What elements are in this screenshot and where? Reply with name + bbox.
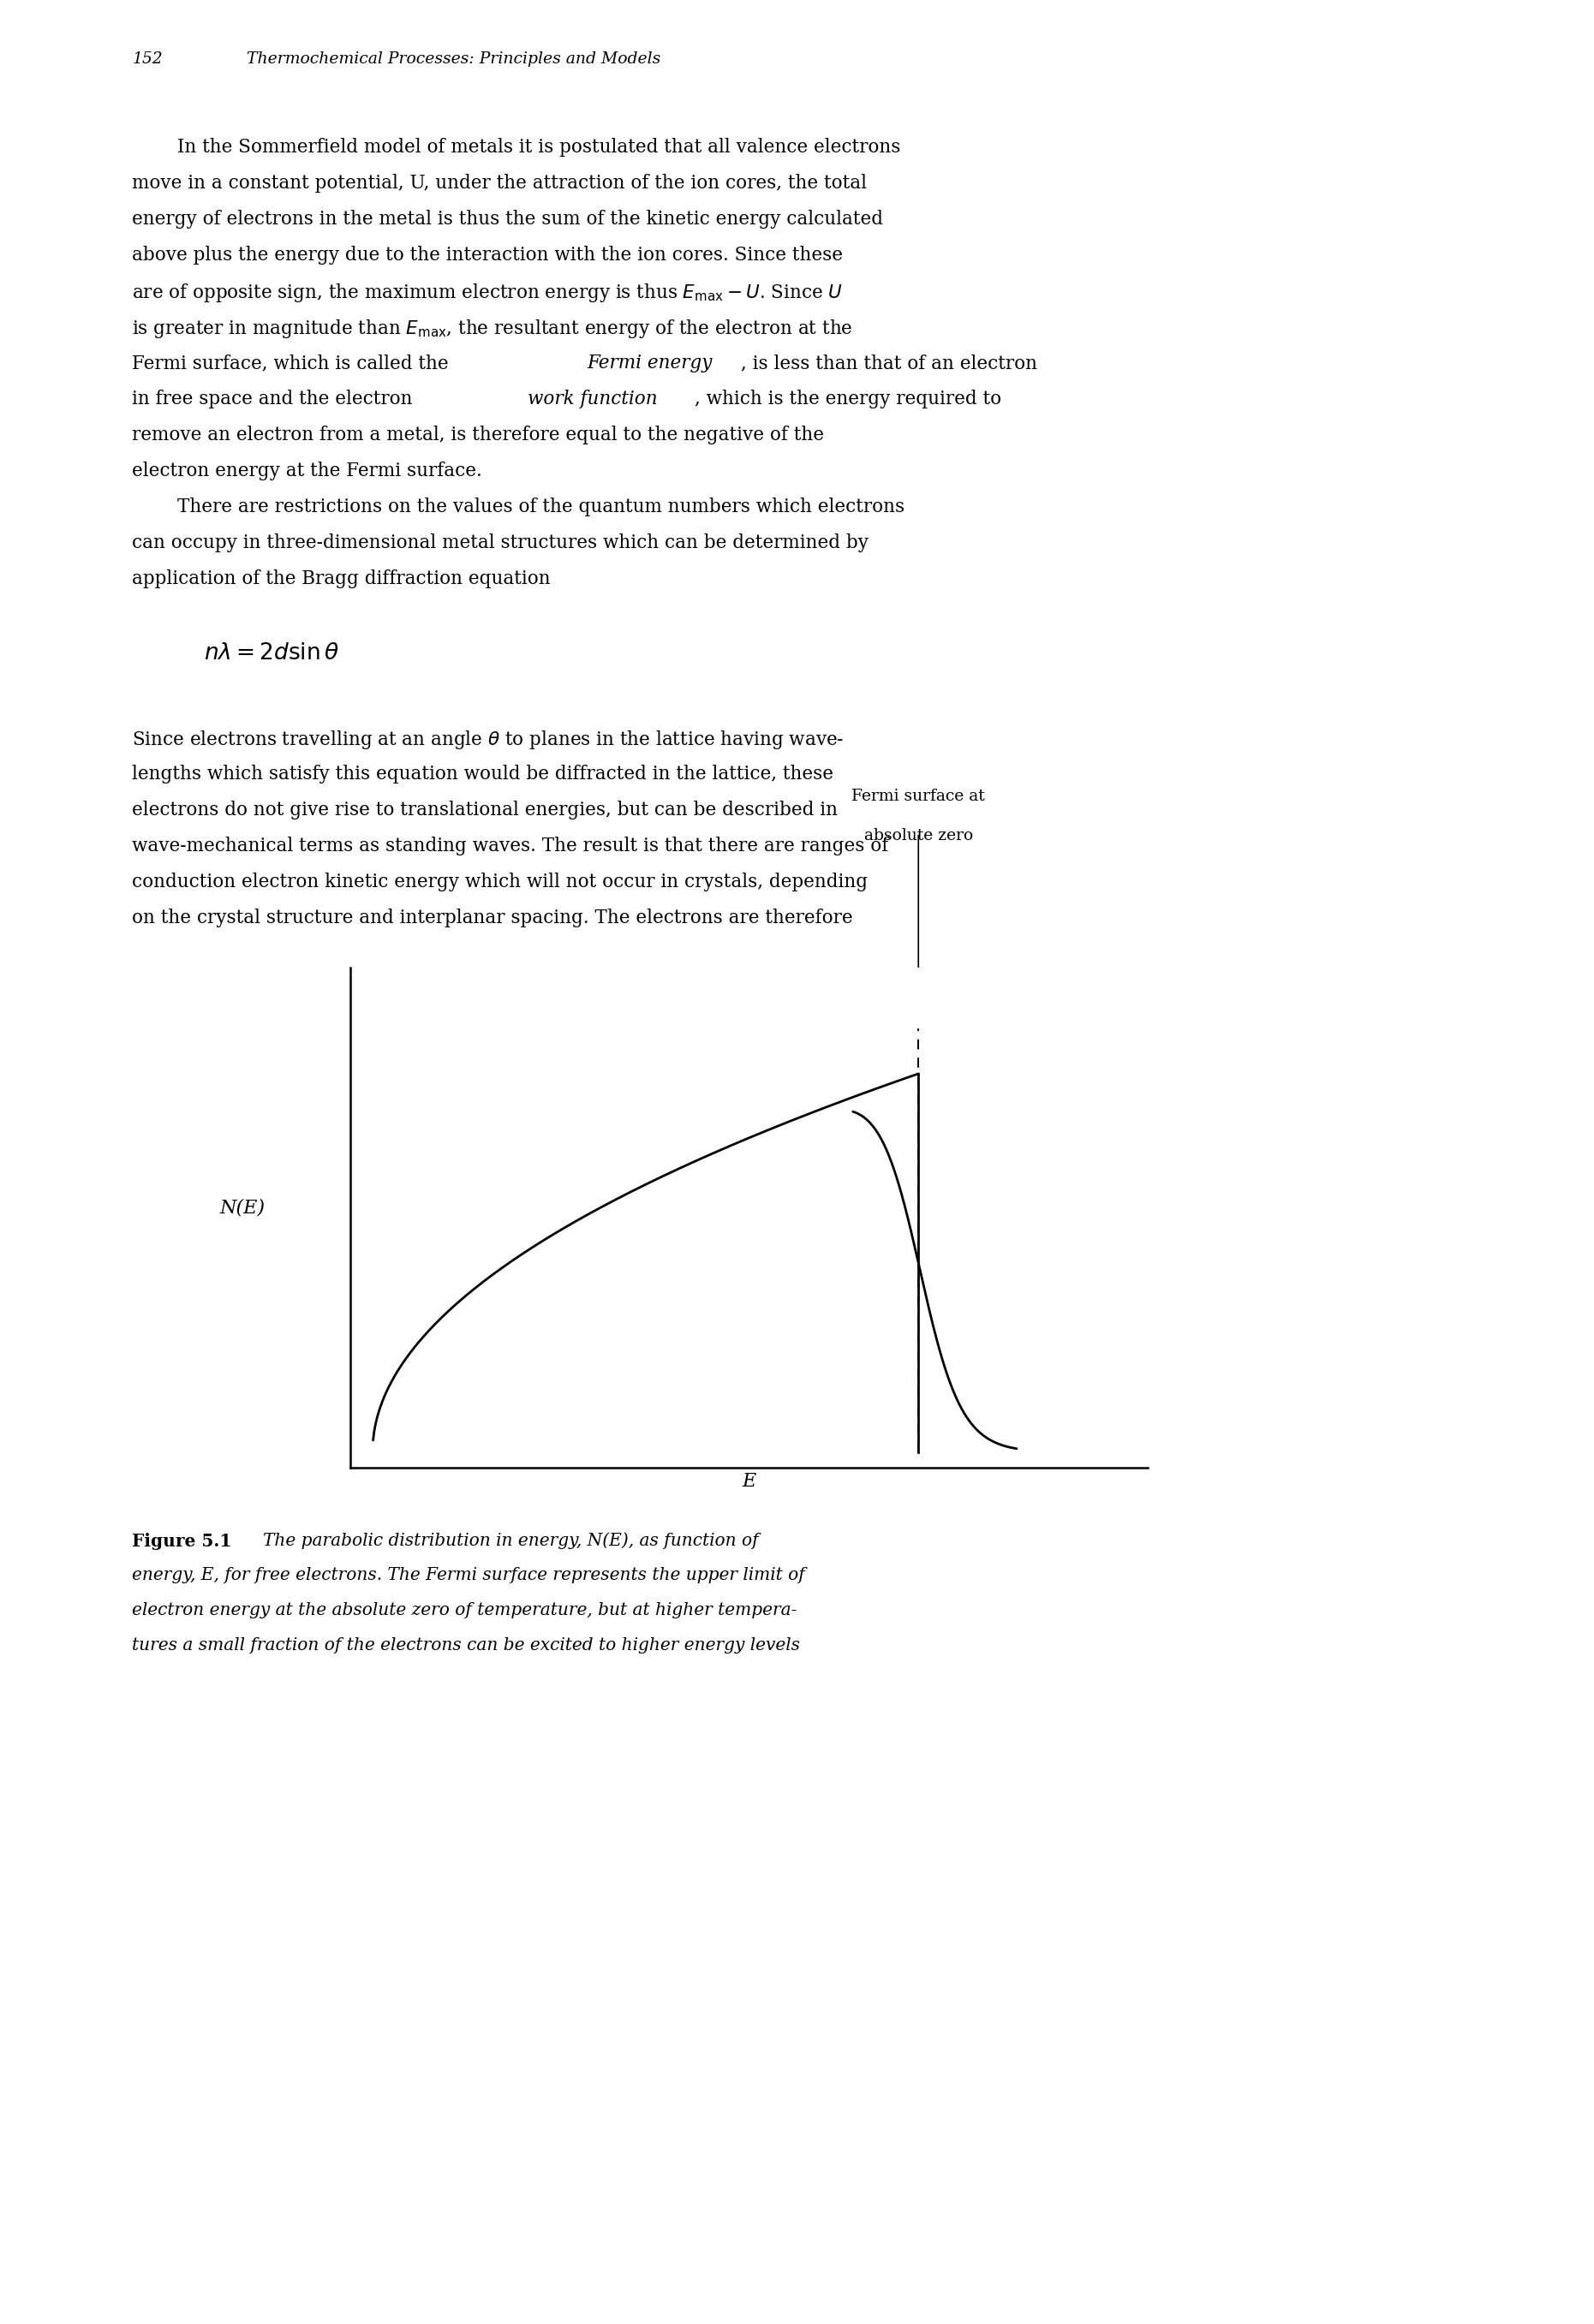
Text: work function: work function xyxy=(528,390,657,409)
Text: move in a constant potential, U, under the attraction of the ion cores, the tota: move in a constant potential, U, under t… xyxy=(132,174,867,193)
Text: at T > zero: at T > zero xyxy=(1004,1315,1095,1332)
Text: Fermi surface, which is called the: Fermi surface, which is called the xyxy=(132,353,454,372)
Text: in free space and the electron: in free space and the electron xyxy=(132,390,419,409)
Text: , is less than that of an electron: , is less than that of an electron xyxy=(741,353,1038,372)
Text: energy of electrons in the metal is thus the sum of the kinetic energy calculate: energy of electrons in the metal is thus… xyxy=(132,209,883,228)
Text: on the crystal structure and interplanar spacing. The electrons are therefore: on the crystal structure and interplanar… xyxy=(132,909,853,927)
Text: $n\lambda = 2d\sin\theta$: $n\lambda = 2d\sin\theta$ xyxy=(204,641,340,662)
Text: In the Sommerfield model of metals it is postulated that all valence electrons: In the Sommerfield model of metals it is… xyxy=(177,137,901,156)
Text: electrons do not give rise to translational energies, but can be described in: electrons do not give rise to translatio… xyxy=(132,799,838,820)
Text: application of the Bragg diffraction equation: application of the Bragg diffraction equ… xyxy=(132,569,552,588)
Text: Thermochemical Processes: Principles and Models: Thermochemical Processes: Principles and… xyxy=(247,51,662,67)
Text: is greater in magnitude than $E_\mathrm{max}$, the resultant energy of the elect: is greater in magnitude than $E_\mathrm{… xyxy=(132,318,853,339)
Text: remove an electron from a metal, is therefore equal to the negative of the: remove an electron from a metal, is ther… xyxy=(132,425,824,444)
Text: Figure 5.1: Figure 5.1 xyxy=(132,1532,233,1550)
Text: Since electrons travelling at an angle $\theta$ to planes in the lattice having : Since electrons travelling at an angle $… xyxy=(132,727,845,751)
Text: electron energy at the Fermi surface.: electron energy at the Fermi surface. xyxy=(132,462,483,481)
Text: conduction electron kinetic energy which will not occur in crystals, depending: conduction electron kinetic energy which… xyxy=(132,872,869,892)
X-axis label: E: E xyxy=(743,1471,756,1492)
Text: wave-mechanical terms as standing waves. The result is that there are ranges of: wave-mechanical terms as standing waves.… xyxy=(132,837,889,855)
Text: 152: 152 xyxy=(132,51,163,67)
Text: lengths which satisfy this equation would be diffracted in the lattice, these: lengths which satisfy this equation woul… xyxy=(132,765,834,783)
Text: can occupy in three-dimensional metal structures which can be determined by: can occupy in three-dimensional metal st… xyxy=(132,535,869,553)
Text: energy, E, for free electrons. The Fermi surface represents the upper limit of: energy, E, for free electrons. The Fermi… xyxy=(132,1566,805,1583)
Text: Fermi surface at: Fermi surface at xyxy=(851,788,985,804)
Text: tures a small fraction of the electrons can be excited to higher energy levels: tures a small fraction of the electrons … xyxy=(132,1638,800,1655)
Text: There are restrictions on the values of the quantum numbers which electrons: There are restrictions on the values of … xyxy=(177,497,904,516)
Text: , which is the energy required to: , which is the energy required to xyxy=(695,390,1001,409)
Text: Fermi surface: Fermi surface xyxy=(1004,1274,1117,1290)
Text: The parabolic distribution in energy, N(E), as function of: The parabolic distribution in energy, N(… xyxy=(263,1532,759,1550)
Text: above plus the energy due to the interaction with the ion cores. Since these: above plus the energy due to the interac… xyxy=(132,246,843,265)
Text: are of opposite sign, the maximum electron energy is thus $E_\mathrm{max} - U$. : are of opposite sign, the maximum electr… xyxy=(132,281,843,304)
Text: absolute zero: absolute zero xyxy=(864,827,972,844)
Text: electron energy at the absolute zero of temperature, but at higher tempera-: electron energy at the absolute zero of … xyxy=(132,1601,797,1618)
Text: N(E): N(E) xyxy=(220,1199,265,1218)
Text: Fermi energy: Fermi energy xyxy=(587,353,713,372)
